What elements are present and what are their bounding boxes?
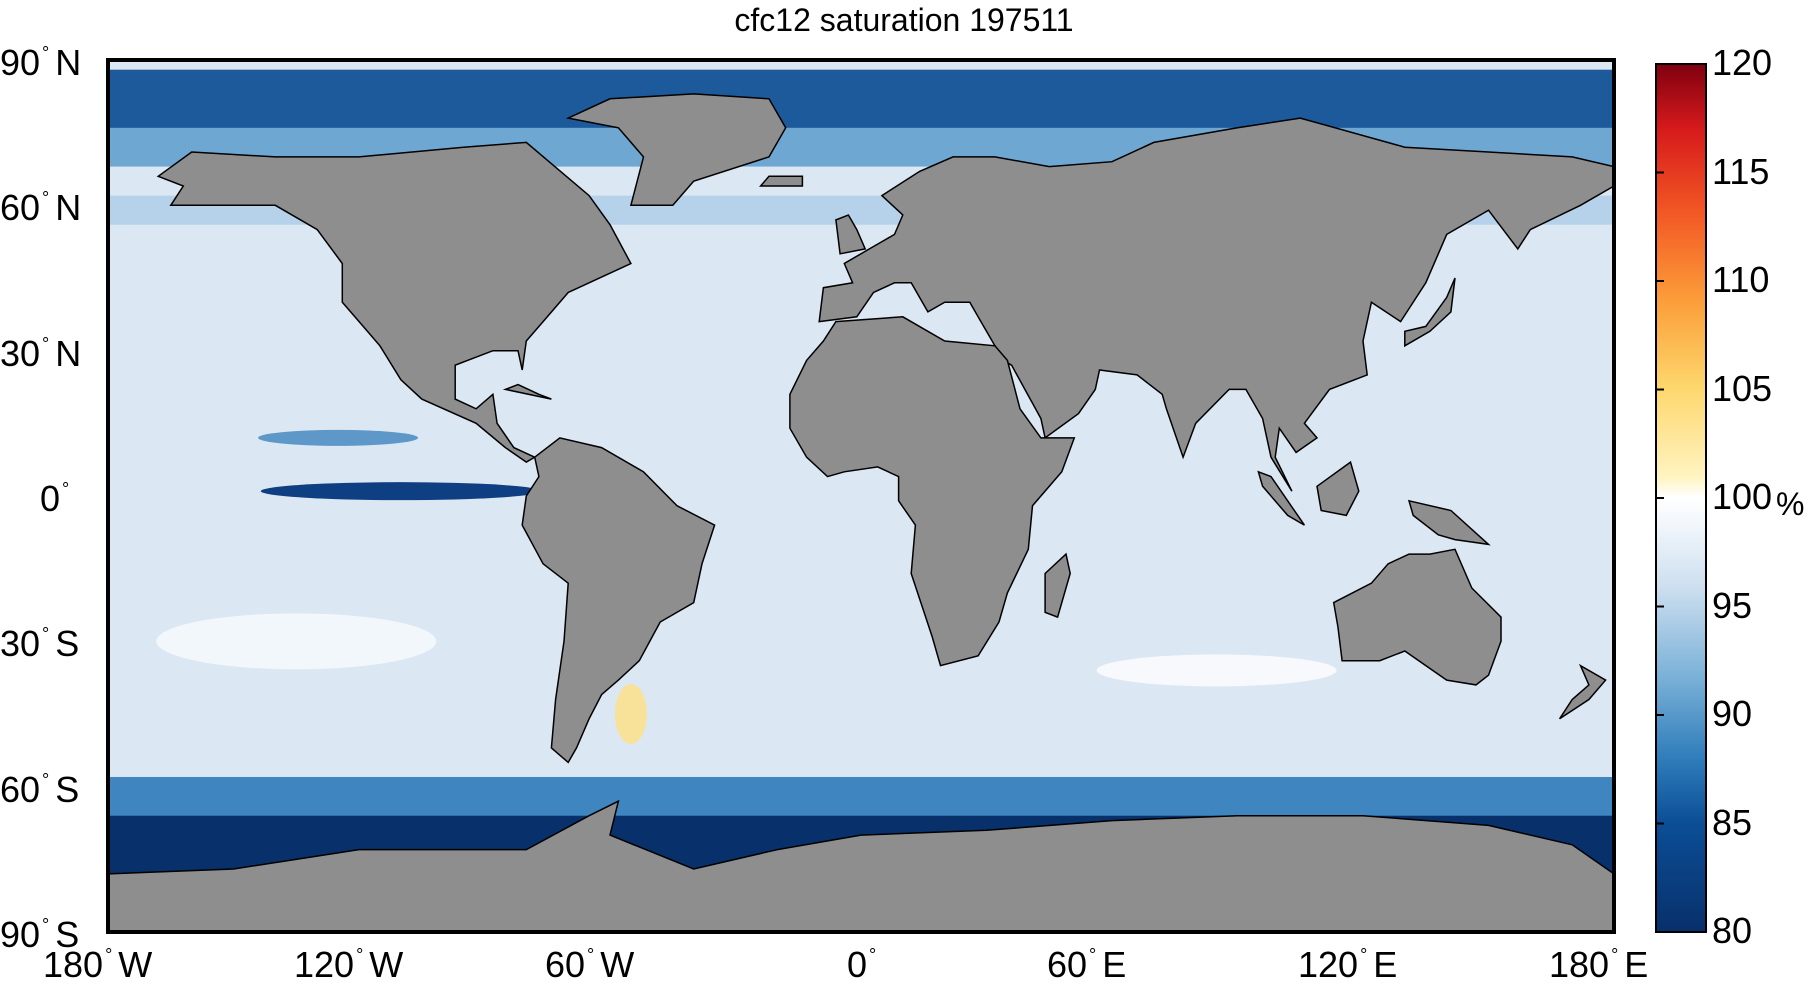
land-sumatra: [1257, 470, 1306, 526]
land-britain: [835, 214, 867, 255]
land-africa: [789, 316, 1076, 667]
landmasses: [108, 93, 1614, 932]
x-tick-label: 60 ° W: [545, 944, 635, 985]
subtropical-patch: [156, 613, 437, 670]
land-australia: [1332, 548, 1502, 686]
land-iceland: [758, 175, 804, 187]
figure-title: cfc12 saturation 197511: [734, 2, 1074, 38]
land-indonesia-borneo: [1316, 460, 1360, 517]
map-frame: [106, 58, 1616, 934]
y-tick-label: 60 ° S: [0, 768, 80, 810]
colorbar-tick-label: 120: [1712, 42, 1773, 83]
colorbar-tick-label: 115: [1712, 150, 1770, 192]
colorbar: [1655, 63, 1707, 933]
y-tick-label: 30 ° N: [0, 332, 82, 374]
patagonia-patch: [614, 684, 647, 744]
land-new-guinea: [1407, 499, 1491, 546]
x-tick-label: 180 ° W: [43, 944, 153, 985]
y-tick-label: 90 ° N: [0, 42, 82, 83]
x-tick-label: 120 ° W: [294, 944, 404, 985]
y-tick-label: 90 ° S: [0, 914, 80, 955]
colorbar-tick-label: 90: [1712, 693, 1753, 734]
colorbar-tick-label: 100: [1712, 476, 1773, 517]
colorbar-tick-label: 95: [1712, 584, 1753, 626]
colorbar-unit: %: [1776, 486, 1805, 522]
indian-patch: [1096, 654, 1337, 687]
y-tick-label: 60 ° N: [0, 187, 82, 229]
colorbar-tick-label: 110: [1712, 259, 1770, 300]
colorbar-tick-label: 85: [1712, 801, 1753, 843]
land-new-zealand: [1558, 663, 1607, 720]
colorbar-tick-label: 80: [1712, 910, 1753, 951]
land-north-america: [156, 141, 632, 463]
y-tick-label: 30 ° S: [0, 623, 80, 665]
y-tick-label: 0 °: [40, 478, 70, 519]
equatorial-tongue: [260, 482, 541, 501]
land-south-america: [521, 437, 716, 764]
tropical-band: [258, 429, 419, 446]
land-greenland: [565, 93, 787, 207]
colorbar-tick-label: 105: [1712, 367, 1773, 409]
x-tick-label: 0 °: [847, 944, 877, 985]
land-madagascar: [1044, 552, 1071, 619]
x-tick-label: 120 ° E: [1298, 944, 1398, 985]
land-japan: [1404, 277, 1456, 348]
x-tick-label: 180 ° E: [1549, 944, 1649, 985]
land-cuba: [502, 383, 552, 400]
x-tick-label: 60 ° E: [1047, 944, 1127, 985]
land-antarctica: [108, 799, 1614, 932]
